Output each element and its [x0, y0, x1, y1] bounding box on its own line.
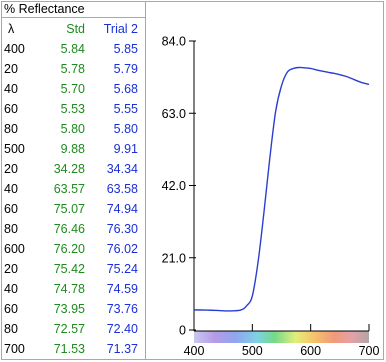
- table-row: 700 71.53 71.37: [2, 340, 145, 358]
- panel-title: % Reflectance: [2, 2, 146, 18]
- trial-value-cell: 71.37: [106, 342, 138, 356]
- table-row: 40 63.57 63.58: [2, 180, 145, 198]
- table-row: 20 34.28 34.34: [2, 160, 145, 178]
- trial-value-cell: 76.02: [106, 242, 138, 256]
- reflectance-table: λ Std Trial 2 400 5.84 5.85 20 5.78 5.79 40 5.7…: [2, 18, 146, 360]
- table-row: 500 9.88 9.91: [2, 140, 145, 158]
- wavelength-cell: 80: [4, 222, 18, 236]
- y-tick-label: 42.0: [162, 179, 186, 193]
- std-value-cell: 5.53: [60, 102, 85, 116]
- std-header: Std: [66, 22, 85, 36]
- std-value-cell: 76.20: [53, 242, 85, 256]
- table-row: 60 75.07 74.94: [2, 200, 145, 218]
- wavelength-cell: 60: [4, 302, 18, 316]
- trial-value-cell: 76.30: [106, 222, 138, 236]
- trial-value-cell: 74.94: [106, 202, 138, 216]
- std-value-cell: 72.57: [53, 322, 85, 336]
- trial-value-cell: 5.80: [113, 122, 138, 136]
- trial-value-cell: 63.58: [106, 182, 138, 196]
- trial-value-cell: 9.91: [113, 142, 138, 156]
- std-value-cell: 76.46: [53, 222, 85, 236]
- trial-value-cell: 5.85: [113, 42, 138, 56]
- std-value-cell: 34.28: [53, 162, 85, 176]
- y-tick-label: 84.0: [162, 35, 186, 49]
- wavelength-cell: 700: [4, 342, 25, 356]
- wavelength-cell: 40: [4, 182, 18, 196]
- std-value-cell: 75.42: [53, 262, 85, 276]
- table-row: 20 75.42 75.24: [2, 260, 145, 278]
- x-tick-label: 500: [242, 344, 263, 358]
- table-row: 80 76.46 76.30: [2, 220, 145, 238]
- axes: 0 21.0 42.0 63.0 84.0 400 500 600 700: [162, 35, 380, 359]
- wavelength-cell: 80: [4, 322, 18, 336]
- table-header: λ Std Trial 2: [2, 20, 145, 38]
- table-row: 40 5.70 5.68: [2, 80, 145, 98]
- trial-value-cell: 5.68: [113, 82, 138, 96]
- trial-value-cell: 5.79: [113, 62, 138, 76]
- wavelength-cell: 60: [4, 202, 18, 216]
- std-value-cell: 5.80: [60, 122, 85, 136]
- wavelength-cell: 20: [4, 162, 18, 176]
- wavelength-cell: 60: [4, 102, 18, 116]
- std-value-cell: 5.70: [60, 82, 85, 96]
- wavelength-cell: 600: [4, 242, 25, 256]
- std-value-cell: 71.53: [53, 342, 85, 356]
- table-row: 400 5.84 5.85: [2, 40, 145, 58]
- trial-value-cell: 74.59: [106, 282, 138, 296]
- std-value-cell: 5.78: [60, 62, 85, 76]
- wavelength-cell: 20: [4, 62, 18, 76]
- x-tick-label: 600: [300, 344, 321, 358]
- wavelength-cell: 40: [4, 82, 18, 96]
- x-tick-label: 700: [359, 344, 380, 358]
- std-value-cell: 73.95: [53, 302, 85, 316]
- wavelength-cell: 80: [4, 122, 18, 136]
- y-tick-label: 21.0: [162, 251, 186, 265]
- table-row: 80 72.57 72.40: [2, 320, 145, 338]
- y-tick-label: 63.0: [162, 107, 186, 121]
- wavelength-header: λ: [8, 22, 15, 36]
- std-value-cell: 63.57: [53, 182, 85, 196]
- y-tick-label: 0: [179, 324, 186, 338]
- table-row: 20 5.78 5.79: [2, 60, 145, 78]
- std-value-cell: 74.78: [53, 282, 85, 296]
- spectrum-bar: [194, 331, 369, 343]
- table-row: 40 74.78 74.59: [2, 280, 145, 298]
- trial-value-cell: 72.40: [106, 322, 138, 336]
- trial-header: Trial 2: [103, 22, 138, 36]
- std-value-cell: 75.07: [53, 202, 85, 216]
- trial-value-cell: 34.34: [106, 162, 138, 176]
- wavelength-cell: 40: [4, 282, 18, 296]
- std-value-cell: 9.88: [60, 142, 85, 156]
- table-row: 600 76.20 76.02: [2, 240, 145, 258]
- reflectance-curve: [193, 66, 370, 312]
- wavelength-cell: 500: [4, 142, 25, 156]
- wavelength-cell: 400: [4, 42, 25, 56]
- trial-value-cell: 73.76: [106, 302, 138, 316]
- wavelength-cell: 20: [4, 262, 18, 276]
- table-row: 60 5.53 5.55: [2, 100, 145, 118]
- table-row: 60 73.95 73.76: [2, 300, 145, 318]
- x-tick-label: 400: [184, 344, 205, 358]
- trial-value-cell: 75.24: [106, 262, 138, 276]
- std-value-cell: 5.84: [60, 42, 85, 56]
- plot-area: [193, 66, 370, 312]
- table-row: 80 5.80 5.80: [2, 120, 145, 138]
- trial-value-cell: 5.55: [113, 102, 138, 116]
